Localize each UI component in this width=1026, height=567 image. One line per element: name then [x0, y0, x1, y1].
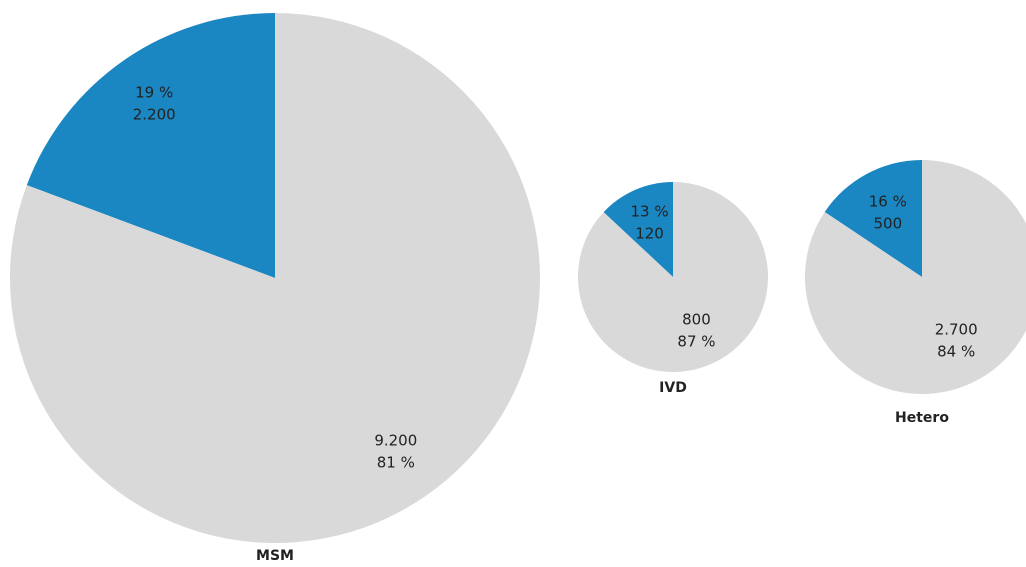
pie-slice — [824, 160, 922, 277]
pie-slice — [805, 160, 1026, 394]
value-label: 500 — [873, 215, 902, 233]
share-label: 87 % — [677, 333, 715, 351]
value-label: 2.700 — [935, 320, 978, 338]
pie-slice — [578, 182, 769, 372]
share-label: 81 % — [377, 454, 415, 472]
value-label: 800 — [682, 311, 711, 329]
share-label: 13 % — [630, 202, 668, 220]
share-label: 19 % — [135, 83, 173, 101]
pie-slice — [603, 182, 673, 277]
pie-slice — [26, 13, 275, 278]
pie-title: IVD — [659, 380, 687, 396]
pie-slice — [10, 13, 541, 543]
value-label: 9.200 — [374, 432, 417, 450]
value-label: 2.200 — [133, 105, 176, 123]
share-label: 16 % — [869, 193, 907, 211]
value-label: 120 — [635, 224, 664, 242]
pie-title: MSM — [256, 548, 294, 564]
pie-title: Hetero — [895, 410, 949, 426]
share-label: 84 % — [937, 342, 975, 360]
